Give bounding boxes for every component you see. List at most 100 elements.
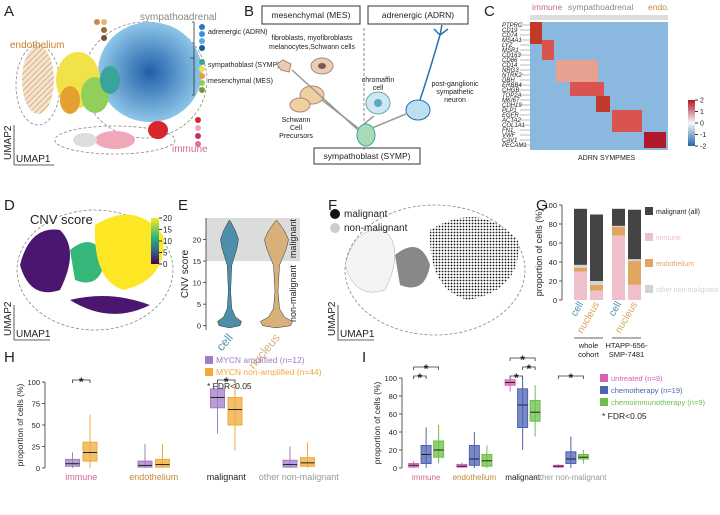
legend-swatch [645, 285, 653, 293]
y-tick-label: 15 [193, 257, 201, 266]
row-label: DBH [502, 78, 515, 84]
row-label: TOP2A [502, 93, 522, 99]
y-tick-label: 0 [393, 464, 397, 473]
box [468, 445, 480, 466]
significance-star: * [418, 371, 423, 385]
legend-swatch [205, 356, 213, 364]
x-tick-label: malignant [207, 472, 247, 482]
bar-segment [612, 235, 625, 300]
box [65, 458, 80, 467]
y-tick-label: 60 [389, 410, 397, 419]
y-tick-label: 80 [549, 220, 557, 229]
bar-segment [612, 225, 625, 227]
row-label: EGFR [502, 113, 519, 119]
group-label: sympathoadrenal [140, 12, 217, 23]
umap-f: malignant non-malignant UMAP1 UMAP2 [327, 204, 526, 341]
bar-segment [590, 284, 603, 291]
legend-swatch [600, 386, 608, 394]
x-axis-label: UMAP1 [16, 329, 51, 340]
violin [217, 219, 242, 329]
group-label: ADRN [578, 155, 598, 162]
group-label: SMP-7481 [609, 350, 644, 359]
x-tick-label: immune [65, 472, 97, 482]
panel-label: D [4, 197, 15, 214]
node-label: Cell [290, 125, 303, 132]
row-label: CDH19 [502, 103, 522, 109]
panel-label: G [536, 197, 548, 214]
significance-star: * [569, 371, 574, 385]
row-label: CD19 [502, 28, 518, 34]
bar-segment [628, 261, 641, 285]
box [227, 396, 243, 426]
legend-entry: other non-malignant [656, 287, 718, 294]
legend-entry: mesenchymal (MES) [208, 78, 273, 85]
row-label: MKI67 [502, 98, 520, 104]
y-tick-label: 0 [553, 296, 557, 305]
row-label: CD86 [502, 58, 518, 64]
box [82, 441, 98, 462]
node-label: sympathetic [436, 89, 474, 96]
group-label: HTAPP-656- [606, 341, 648, 350]
group-label: whole [578, 341, 599, 350]
y-axis-label: proportion of cells (%) [15, 383, 25, 466]
significance-star: * [514, 371, 519, 385]
colorbar-tick-label: 10 [163, 237, 172, 246]
bar-segment [574, 208, 587, 265]
x-tick-label: immune [412, 473, 441, 482]
box [300, 457, 315, 467]
significance-bracket [522, 366, 536, 370]
legend-swatch [600, 398, 608, 406]
box [210, 388, 225, 409]
region-label: non-malignant [288, 264, 298, 322]
legend-entry: MYCN amplified (n=12) [216, 355, 305, 365]
group-label: immune [532, 2, 563, 12]
bar-segment [628, 209, 641, 260]
y-tick-label: 75 [32, 400, 40, 409]
row-label: CHGB [502, 88, 519, 94]
node-label: melanocytes,Schwann cells [269, 44, 355, 51]
x-tick-label: other non-malignant [535, 473, 607, 482]
significance-star: * [527, 362, 532, 376]
node-label: mesenchymal (MES) [272, 10, 351, 20]
row-label: VWF [502, 133, 516, 139]
panel-label: E [178, 197, 188, 214]
row-label: ERBB4 [502, 83, 522, 89]
legend-swatch [645, 207, 653, 215]
node-label: cell [373, 85, 384, 92]
y-tick-label: 5 [197, 300, 201, 309]
group-label: SYMP [600, 155, 620, 162]
y-axis-label: CNV score [180, 249, 191, 298]
node-label: fibroblasts, myofibroblasts [272, 35, 353, 42]
row-label: NRG3 [502, 68, 519, 74]
y-tick-label: 60 [549, 239, 557, 248]
x-tick-label: other non-malignant [259, 472, 340, 482]
y-tick-label: 100 [544, 201, 557, 210]
significance-bracket [72, 379, 91, 383]
box [282, 459, 298, 468]
bar-segment [590, 281, 603, 285]
legend-entry: untreated (n=9) [611, 374, 663, 383]
node-label: chromaffin [362, 77, 395, 84]
violin [260, 219, 293, 329]
x-tick-label: nucleus [245, 331, 282, 372]
colorbar-tick-label: 5 [163, 249, 168, 258]
significance-bracket [509, 375, 524, 379]
y-tick-label: 20 [549, 277, 557, 286]
group-label: sympathoadrenal [568, 2, 633, 12]
group-label: endothelium [10, 40, 64, 51]
legend-entry: endothelium [656, 261, 694, 268]
group-label: MES [620, 155, 636, 162]
bar-segment [574, 264, 587, 268]
x-tick-label: endothelium [129, 472, 178, 482]
row-label: CD163 [502, 53, 521, 59]
row-label: PTPRC [502, 23, 523, 29]
bar-segment [628, 284, 641, 300]
y-tick-label: 25 [32, 443, 40, 452]
box [517, 388, 529, 428]
row-label: PLP1 [502, 108, 517, 114]
group-label: immune [172, 144, 208, 155]
significance-bracket [509, 357, 536, 361]
node-label: sympathoblast (SYMP) [324, 151, 411, 161]
colorbar-tick-label: 20 [163, 214, 172, 223]
colorbar-tick-label: -2 [700, 144, 706, 151]
